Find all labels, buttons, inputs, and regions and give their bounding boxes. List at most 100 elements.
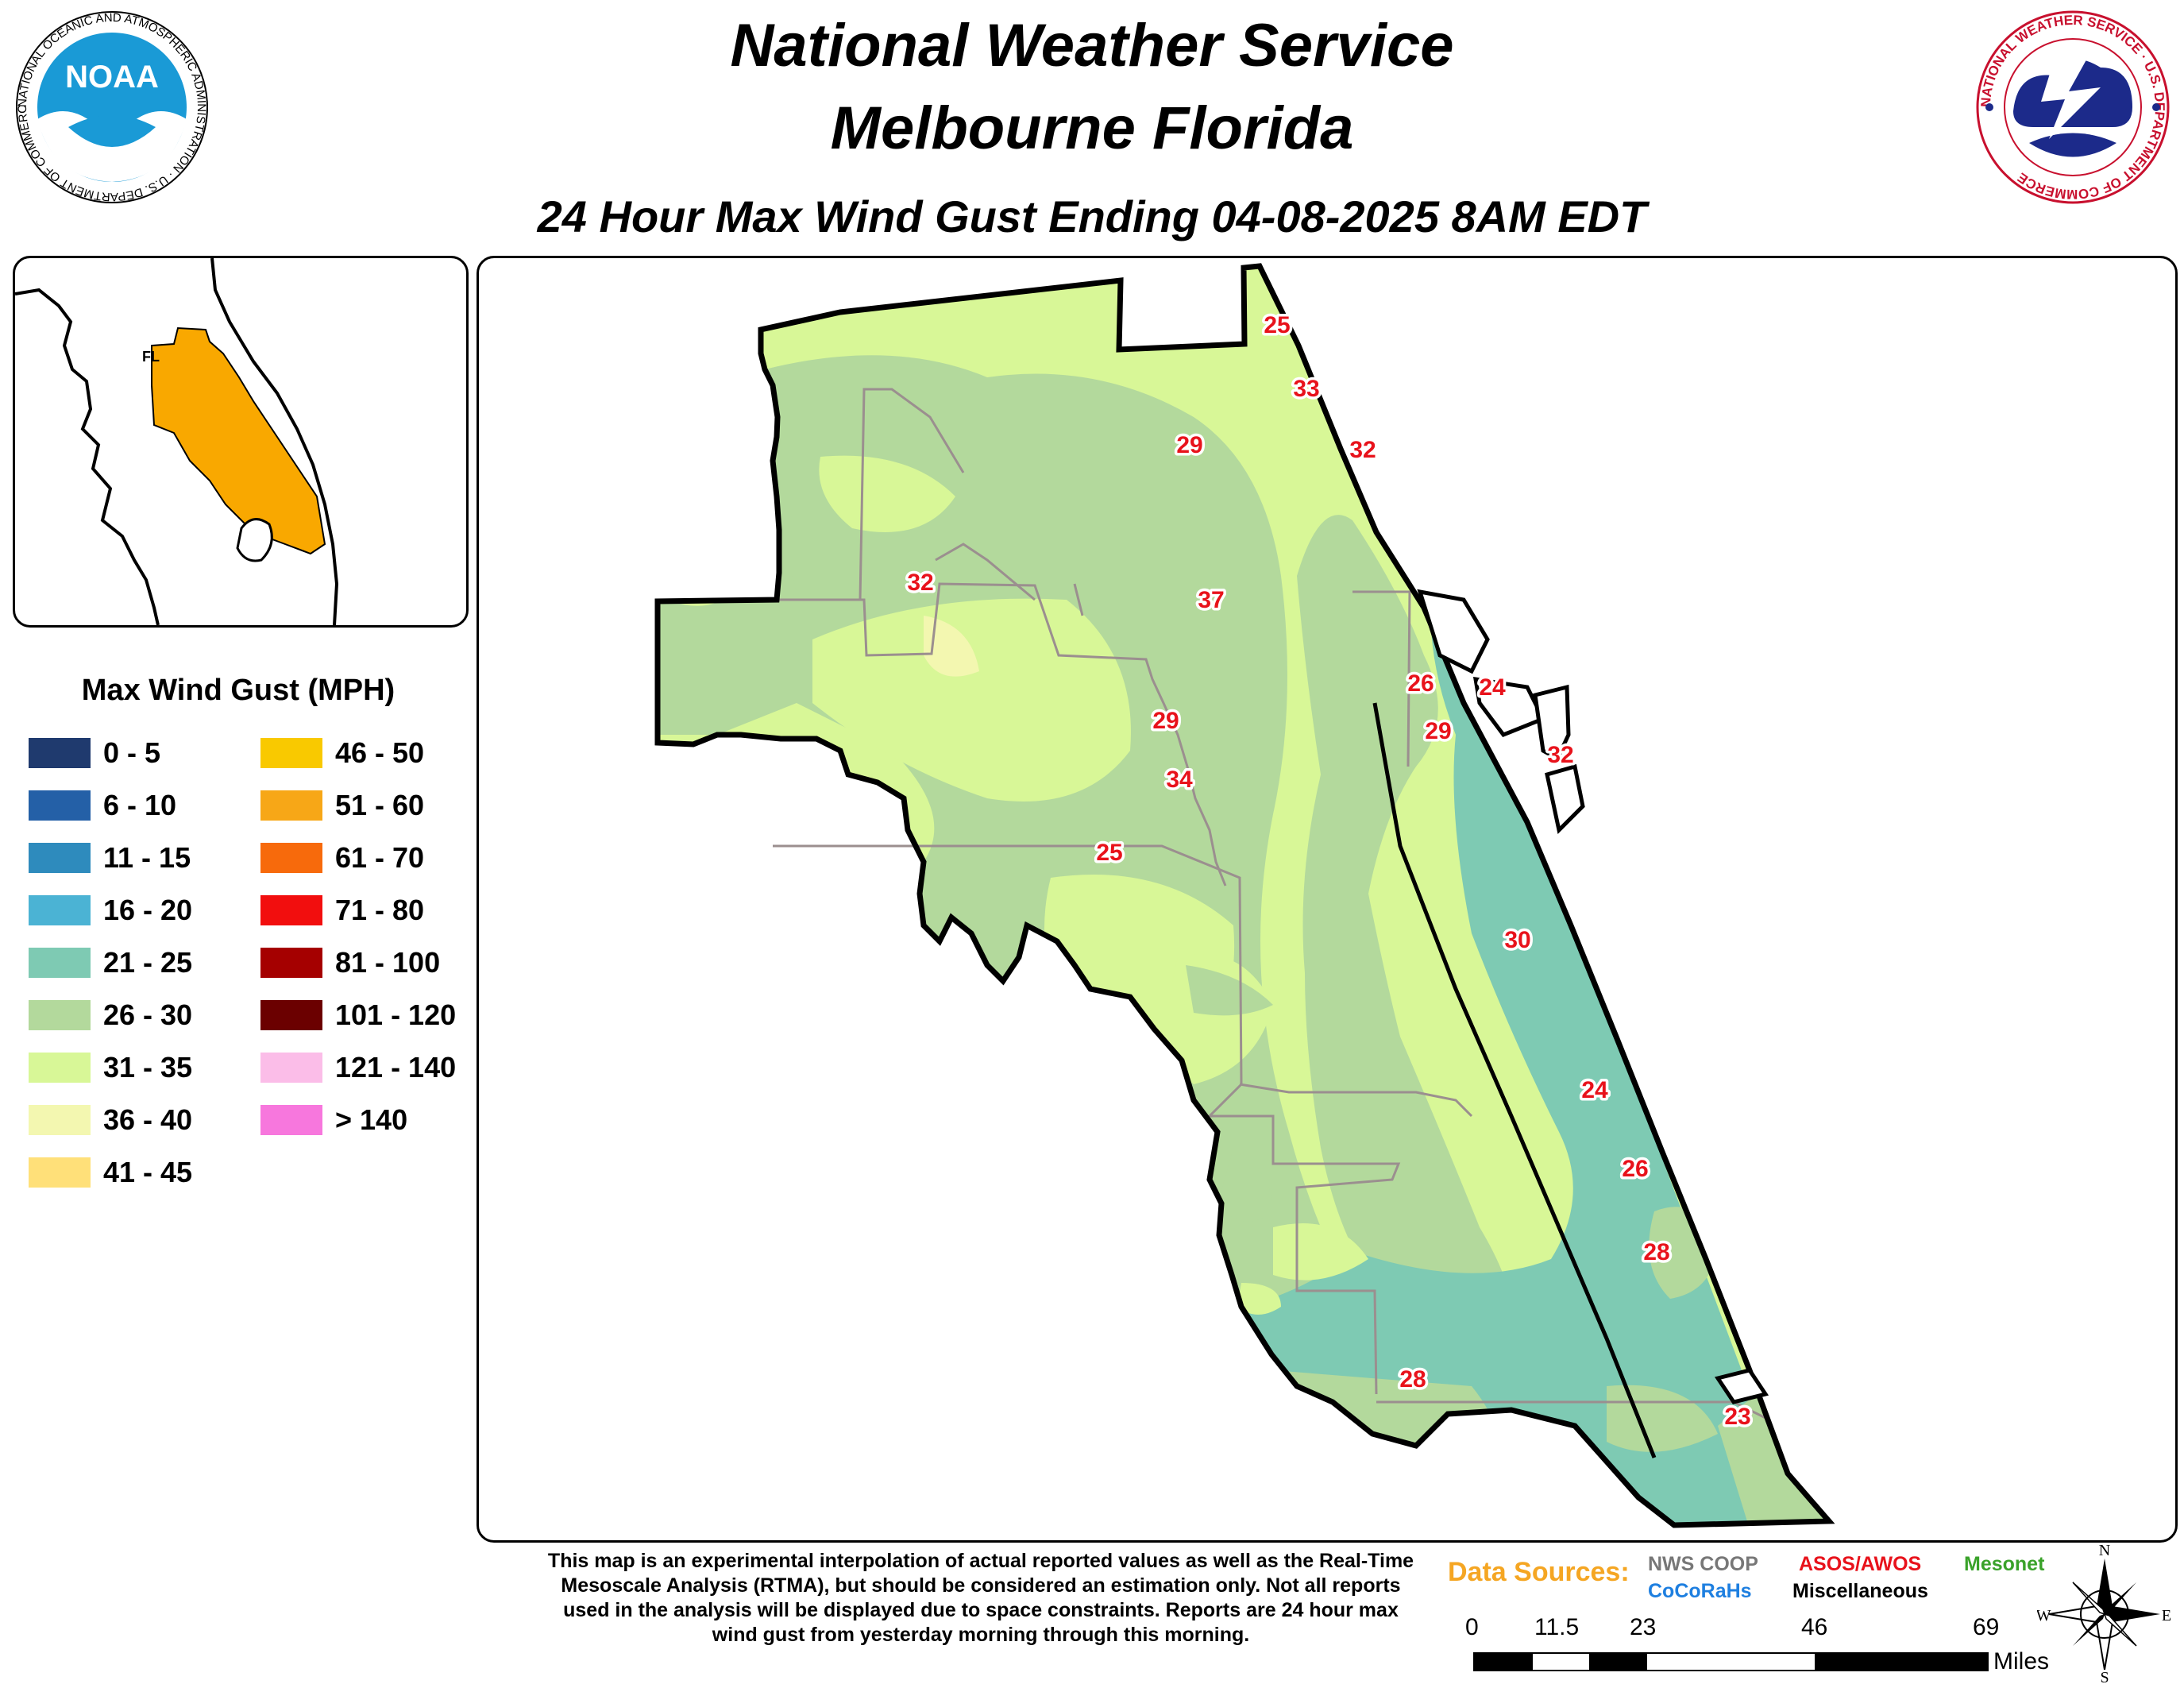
legend-label: 21 - 25: [103, 946, 193, 979]
legend-swatch: [260, 790, 322, 821]
legend-item: 6 - 10: [29, 789, 176, 821]
gust-label: 30: [1504, 927, 1530, 953]
legend-swatch: [29, 895, 91, 925]
compass-north-label: N: [2099, 1542, 2110, 1559]
legend-swatch: [29, 738, 91, 768]
gust-analysis-field: [658, 266, 1829, 1525]
source-mesonet: Mesonet: [1964, 1553, 2045, 1575]
station-labels: 25 33 32 29 32 37 26 24 29 29 32 34 25 3…: [905, 310, 1754, 1433]
inset-state-label: FL: [142, 349, 160, 365]
legend-label: 0 - 5: [103, 736, 161, 769]
legend-item: 0 - 5: [29, 736, 161, 769]
legend-item: 46 - 50: [260, 736, 425, 769]
legend-label: 101 - 120: [335, 999, 457, 1031]
gust-label: 23: [1724, 1404, 1750, 1430]
compass-west-label: W: [2037, 1607, 2051, 1624]
nws-logo: NATIONAL WEATHER SERVICE · U.S. DEPARTME…: [1976, 10, 2170, 204]
legend-label: 121 - 140: [335, 1051, 457, 1083]
scale-tick-label: 23: [1630, 1614, 1657, 1640]
legend-label: 31 - 35: [103, 1051, 193, 1083]
legend-label: 36 - 40: [103, 1103, 193, 1136]
legend-item: 11 - 15: [29, 841, 191, 874]
gust-label: 32: [1349, 437, 1376, 463]
gust-label: 25: [1264, 312, 1290, 338]
legend-label: 51 - 60: [335, 789, 425, 821]
scale-unit-label: Miles: [1993, 1648, 2050, 1674]
legend-swatch: [260, 1053, 322, 1083]
legend-swatch: [260, 1000, 322, 1030]
noaa-logo: NATIONAL OCEANIC AND ATMOSPHERIC ADMINIS…: [13, 8, 208, 203]
barrier-islands: [1417, 589, 1769, 1404]
legend-swatch: [260, 843, 322, 873]
legend-item: 61 - 70: [260, 841, 425, 874]
legend-item: 31 - 35: [29, 1051, 193, 1083]
legend-swatch: [260, 1105, 322, 1135]
gust-label: 34: [1166, 767, 1193, 793]
gust-label: 26: [1407, 670, 1433, 697]
gust-label: 29: [1425, 718, 1451, 744]
source-miscellaneous: Miscellaneous: [1792, 1580, 1928, 1602]
legend-swatch: [260, 948, 322, 978]
legend-item: > 140: [260, 1103, 408, 1136]
main-map: 25 33 32 29 32 37 26 24 29 29 32 34 25 3…: [477, 256, 2178, 1543]
legend-item: 41 - 45: [29, 1156, 193, 1188]
source-cocorahs: CoCoRaHs: [1648, 1580, 1752, 1602]
legend-item: 71 - 80: [260, 894, 424, 926]
legend-label: 16 - 20: [103, 894, 193, 926]
disclaimer-text: This map is an experimental interpolatio…: [547, 1550, 1414, 1646]
compass-rose-icon: N S E W: [2037, 1542, 2171, 1684]
noaa-logo-text: NOAA: [65, 60, 159, 95]
compass-south-label: S: [2100, 1669, 2109, 1684]
lagoon-shoreline: [1372, 702, 1657, 1458]
scale-bar: [1473, 1652, 1989, 1671]
legend-label: 26 - 30: [103, 999, 193, 1031]
legend-swatch: [260, 738, 322, 768]
inset-forecast-area: [151, 326, 326, 555]
gust-label: 29: [1152, 708, 1179, 734]
legend-swatch: [29, 1105, 91, 1135]
gust-label: 26: [1622, 1156, 1648, 1182]
data-sources-label: Data Sources:: [1448, 1557, 1630, 1587]
legend-item: 26 - 30: [29, 999, 192, 1031]
legend-label: 11 - 15: [103, 841, 191, 874]
legend-item: 101 - 120: [260, 999, 456, 1031]
gust-label: 25: [1096, 840, 1122, 866]
compass-east-label: E: [2162, 1607, 2171, 1624]
source-asos-awos: ASOS/AWOS: [1799, 1553, 1922, 1575]
legend-label: > 140: [335, 1103, 408, 1136]
gust-label: 32: [907, 570, 933, 596]
legend-item: 36 - 40: [29, 1103, 193, 1136]
legend-swatch: [29, 1000, 91, 1030]
legend-title: Max Wind Gust (MPH): [81, 674, 396, 707]
legend-swatch: [29, 1053, 91, 1083]
legend-label: 46 - 50: [335, 736, 425, 769]
legend-item: 81 - 100: [260, 946, 441, 979]
gust-label: 32: [1547, 742, 1573, 768]
legend-label: 61 - 70: [335, 841, 425, 874]
legend-item: 16 - 20: [29, 894, 192, 926]
gust-label: 37: [1198, 587, 1224, 613]
inset-locator-map: FL: [13, 256, 469, 628]
scale-tick-label: 11.5: [1534, 1614, 1580, 1640]
legend-swatch: [29, 1157, 91, 1188]
gust-label: 28: [1643, 1239, 1669, 1265]
legend-swatch: [29, 790, 91, 821]
source-nws-coop: NWS COOP: [1648, 1553, 1758, 1575]
map-title: 24 Hour Max Wind Gust Ending 04-08-2025 …: [537, 191, 1647, 241]
legend-item: 21 - 25: [29, 946, 193, 979]
scale-tick-label: 0: [1465, 1614, 1479, 1640]
legend-item: 121 - 140: [260, 1051, 457, 1083]
legend-swatch: [29, 948, 91, 978]
scale-tick-label: 69: [1973, 1614, 2000, 1640]
legend-label: 41 - 45: [103, 1156, 193, 1188]
page-subtitle-office: Melbourne Florida: [830, 95, 1354, 162]
legend-label: 81 - 100: [335, 946, 441, 979]
gust-label: 24: [1479, 674, 1506, 701]
legend-item: 51 - 60: [260, 789, 425, 821]
gust-label: 24: [1581, 1077, 1608, 1103]
legend-label: 71 - 80: [335, 894, 425, 926]
legend-swatch: [260, 895, 322, 925]
gust-label: 29: [1176, 432, 1202, 458]
gust-label: 33: [1293, 376, 1319, 402]
page-title: National Weather Service: [730, 12, 1454, 79]
